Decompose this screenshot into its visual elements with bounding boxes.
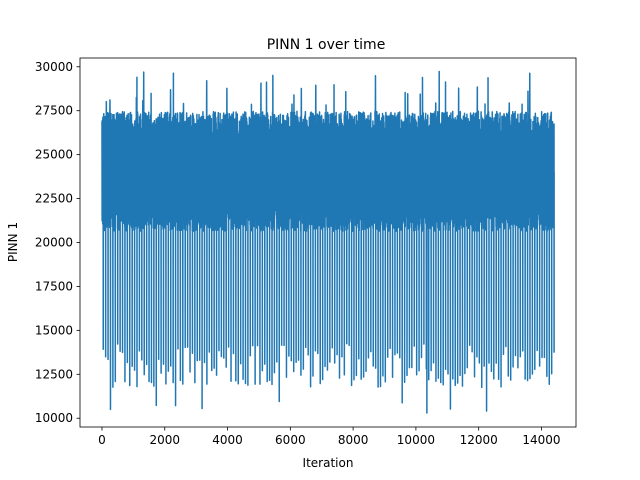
series-line-0 [101,70,555,414]
x-tick-label: 4000 [212,433,243,447]
x-axis-label: Iteration [303,456,354,470]
x-tick-label: 10000 [397,433,435,447]
x-tick-label: 14000 [522,433,560,447]
y-tick-label: 22500 [35,192,73,206]
y-axis-label: PINN 1 [6,222,20,262]
plot-area [101,70,555,414]
x-tick-label: 6000 [275,433,306,447]
y-tick-label: 25000 [35,148,73,162]
y-tick-label: 12500 [35,367,73,381]
x-tick-label: 2000 [149,433,180,447]
y-tick-label: 27500 [35,104,73,118]
x-tick-label: 8000 [338,433,369,447]
y-tick-label: 20000 [35,236,73,250]
x-tick-label: 0 [98,433,106,447]
y-tick-label: 17500 [35,279,73,293]
x-tick-label: 12000 [460,433,498,447]
y-tick-label: 15000 [35,323,73,337]
chart-title: PINN 1 over time [267,37,386,53]
y-tick-label: 30000 [35,60,73,74]
y-axis: 10000 12500 15000 17500 20000 22500 25000 27500… [35,60,80,425]
x-axis: 0 2000 4000 6000 8000 10000 12000 14000 [98,427,561,447]
y-tick-label: 10000 [35,411,73,425]
